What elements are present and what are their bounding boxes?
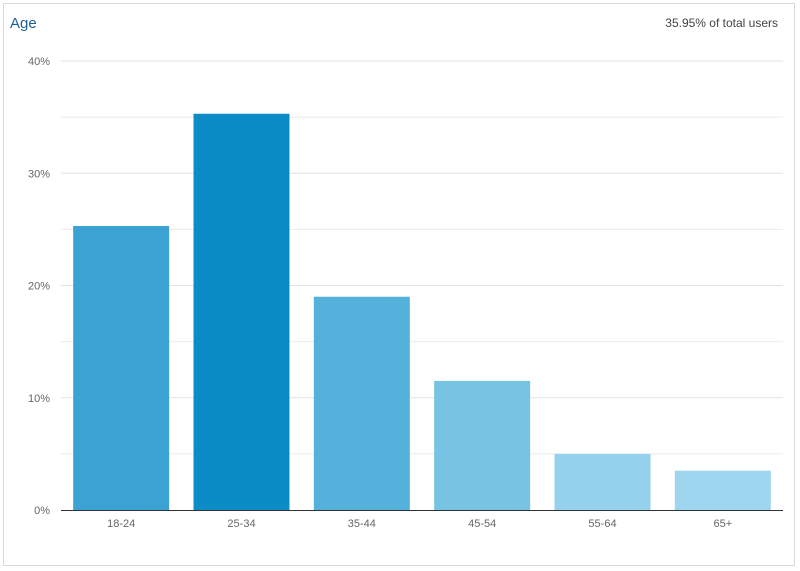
total-users-note: 35.95% of total users <box>665 16 778 30</box>
x-axis-ticks: 18-24 25-34 35-44 45-54 55-64 65+ <box>107 518 732 530</box>
chart-title: Age <box>10 15 37 32</box>
y-axis-ticks: 0% 10% 20% 30% 40% <box>28 56 50 517</box>
x-tick-label: 65+ <box>713 518 732 530</box>
y-tick-label: 0% <box>34 505 50 517</box>
x-tick-label: 25-34 <box>227 518 255 530</box>
bar-45-54[interactable] <box>434 380 531 510</box>
y-tick-label: 20% <box>28 281 50 293</box>
bar-65+[interactable] <box>674 470 771 510</box>
grid-lines <box>61 60 783 455</box>
bar-55-64[interactable] <box>554 453 651 510</box>
bar-18-24[interactable] <box>73 226 170 510</box>
y-tick-label: 10% <box>28 393 50 405</box>
x-tick-label: 55-64 <box>588 518 616 530</box>
x-tick-label: 18-24 <box>107 518 135 530</box>
y-tick-label: 30% <box>28 168 50 180</box>
y-tick-label: 40% <box>28 56 50 68</box>
bar-25-34[interactable] <box>193 113 290 510</box>
bars <box>73 113 771 510</box>
x-tick-label: 35-44 <box>348 518 376 530</box>
bar-35-44[interactable] <box>313 296 410 510</box>
x-tick-label: 45-54 <box>468 518 496 530</box>
